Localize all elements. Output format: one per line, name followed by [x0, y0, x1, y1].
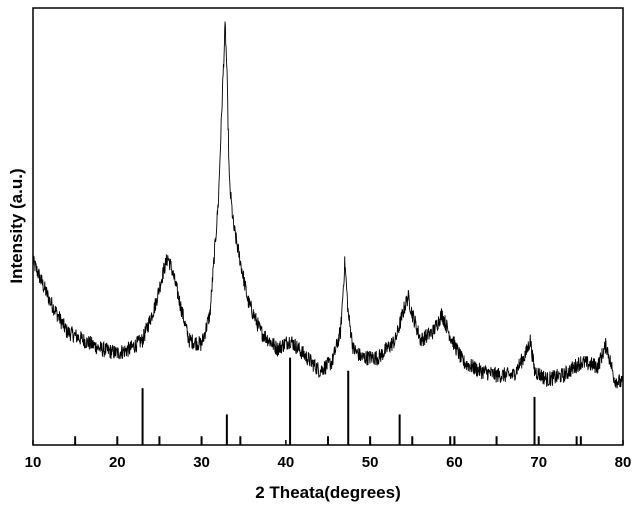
x-tick-label: 20: [109, 454, 126, 471]
x-tick-label: 10: [25, 454, 42, 471]
x-tick-label: 80: [615, 454, 632, 471]
y-axis-title: Intensity (a.u.): [7, 168, 26, 283]
x-axis-title: 2 Theata(degrees): [255, 483, 401, 502]
x-tick-label: 60: [446, 454, 463, 471]
plot-border: [33, 8, 623, 445]
reference-pattern: [75, 358, 581, 445]
xrd-series-line: [33, 22, 623, 389]
x-tick-label: 30: [193, 454, 210, 471]
x-tick-label: 70: [530, 454, 547, 471]
series-layer: [33, 22, 623, 389]
plot-frame: [33, 8, 623, 445]
x-tick-label: 50: [362, 454, 379, 471]
x-tick-label: 40: [278, 454, 295, 471]
